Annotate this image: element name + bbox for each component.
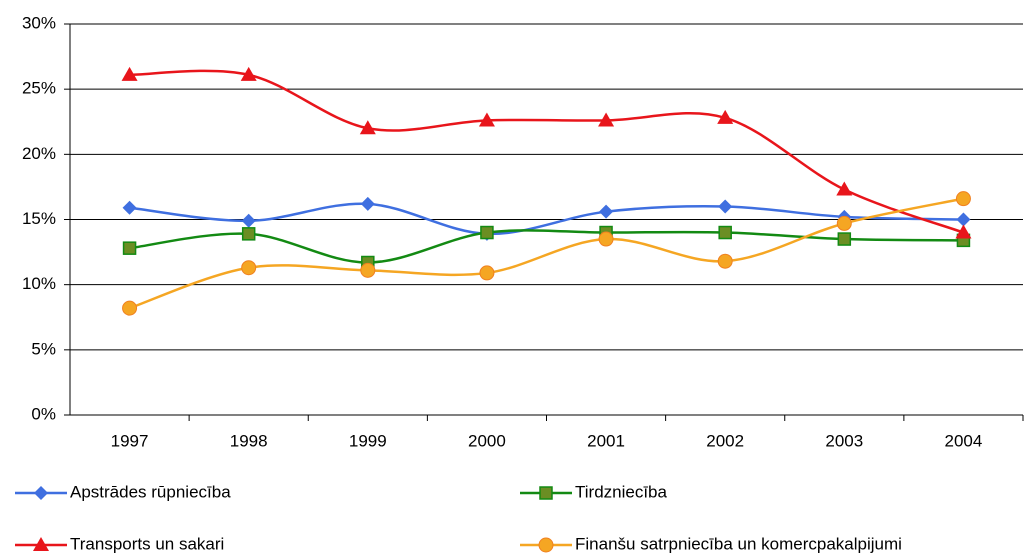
series-line: [129, 197, 964, 310]
marker: [598, 231, 614, 247]
marker: [478, 112, 495, 127]
marker: [122, 300, 138, 316]
x-tick-label: 1999: [349, 431, 387, 450]
y-tick-label: 5%: [31, 339, 56, 358]
series-line: [129, 202, 964, 236]
x-tick-label: 2001: [587, 431, 625, 450]
marker: [480, 225, 494, 240]
y-tick-label: 20%: [22, 144, 56, 163]
x-tick-label: 2003: [825, 431, 863, 450]
marker: [122, 241, 137, 255]
x-tick-label: 2002: [706, 431, 744, 450]
marker: [955, 224, 972, 239]
marker: [479, 265, 495, 281]
marker: [599, 204, 614, 219]
x-tick-label: 2004: [945, 431, 983, 450]
marker: [241, 260, 257, 276]
x-tick-label: 1997: [111, 431, 149, 450]
legend-label: Tirdzniecība: [575, 482, 668, 501]
legend-marker: [33, 537, 49, 551]
marker: [598, 112, 615, 127]
marker: [122, 200, 137, 215]
y-tick-label: 15%: [22, 209, 56, 228]
legend-marker: [539, 486, 553, 500]
marker: [360, 196, 375, 211]
y-tick-label: 25%: [22, 79, 56, 98]
marker: [717, 253, 733, 269]
marker: [360, 262, 376, 278]
y-tick-label: 30%: [22, 13, 56, 32]
legend-label: Apstrādes rūpniecība: [70, 482, 231, 501]
marker: [241, 213, 256, 228]
marker: [717, 109, 734, 124]
y-tick-label: 10%: [22, 274, 56, 293]
x-tick-label: 1998: [230, 431, 268, 450]
marker: [240, 66, 257, 81]
legend-label: Finanšu satrpniecība un komercpakalpijum…: [575, 534, 902, 553]
marker: [121, 66, 138, 81]
y-tick-label: 0%: [31, 404, 56, 423]
legend-label: Transports un sakari: [70, 534, 224, 553]
marker: [836, 181, 853, 196]
marker: [718, 225, 732, 240]
legend-marker: [34, 486, 48, 500]
marker: [718, 199, 733, 214]
marker: [241, 227, 256, 241]
marker: [837, 232, 852, 246]
marker: [956, 212, 971, 227]
marker: [359, 120, 376, 135]
series-line: [129, 69, 964, 234]
marker: [955, 191, 971, 207]
marker: [836, 215, 852, 231]
x-tick-label: 2000: [468, 431, 506, 450]
legend-marker: [538, 537, 554, 553]
